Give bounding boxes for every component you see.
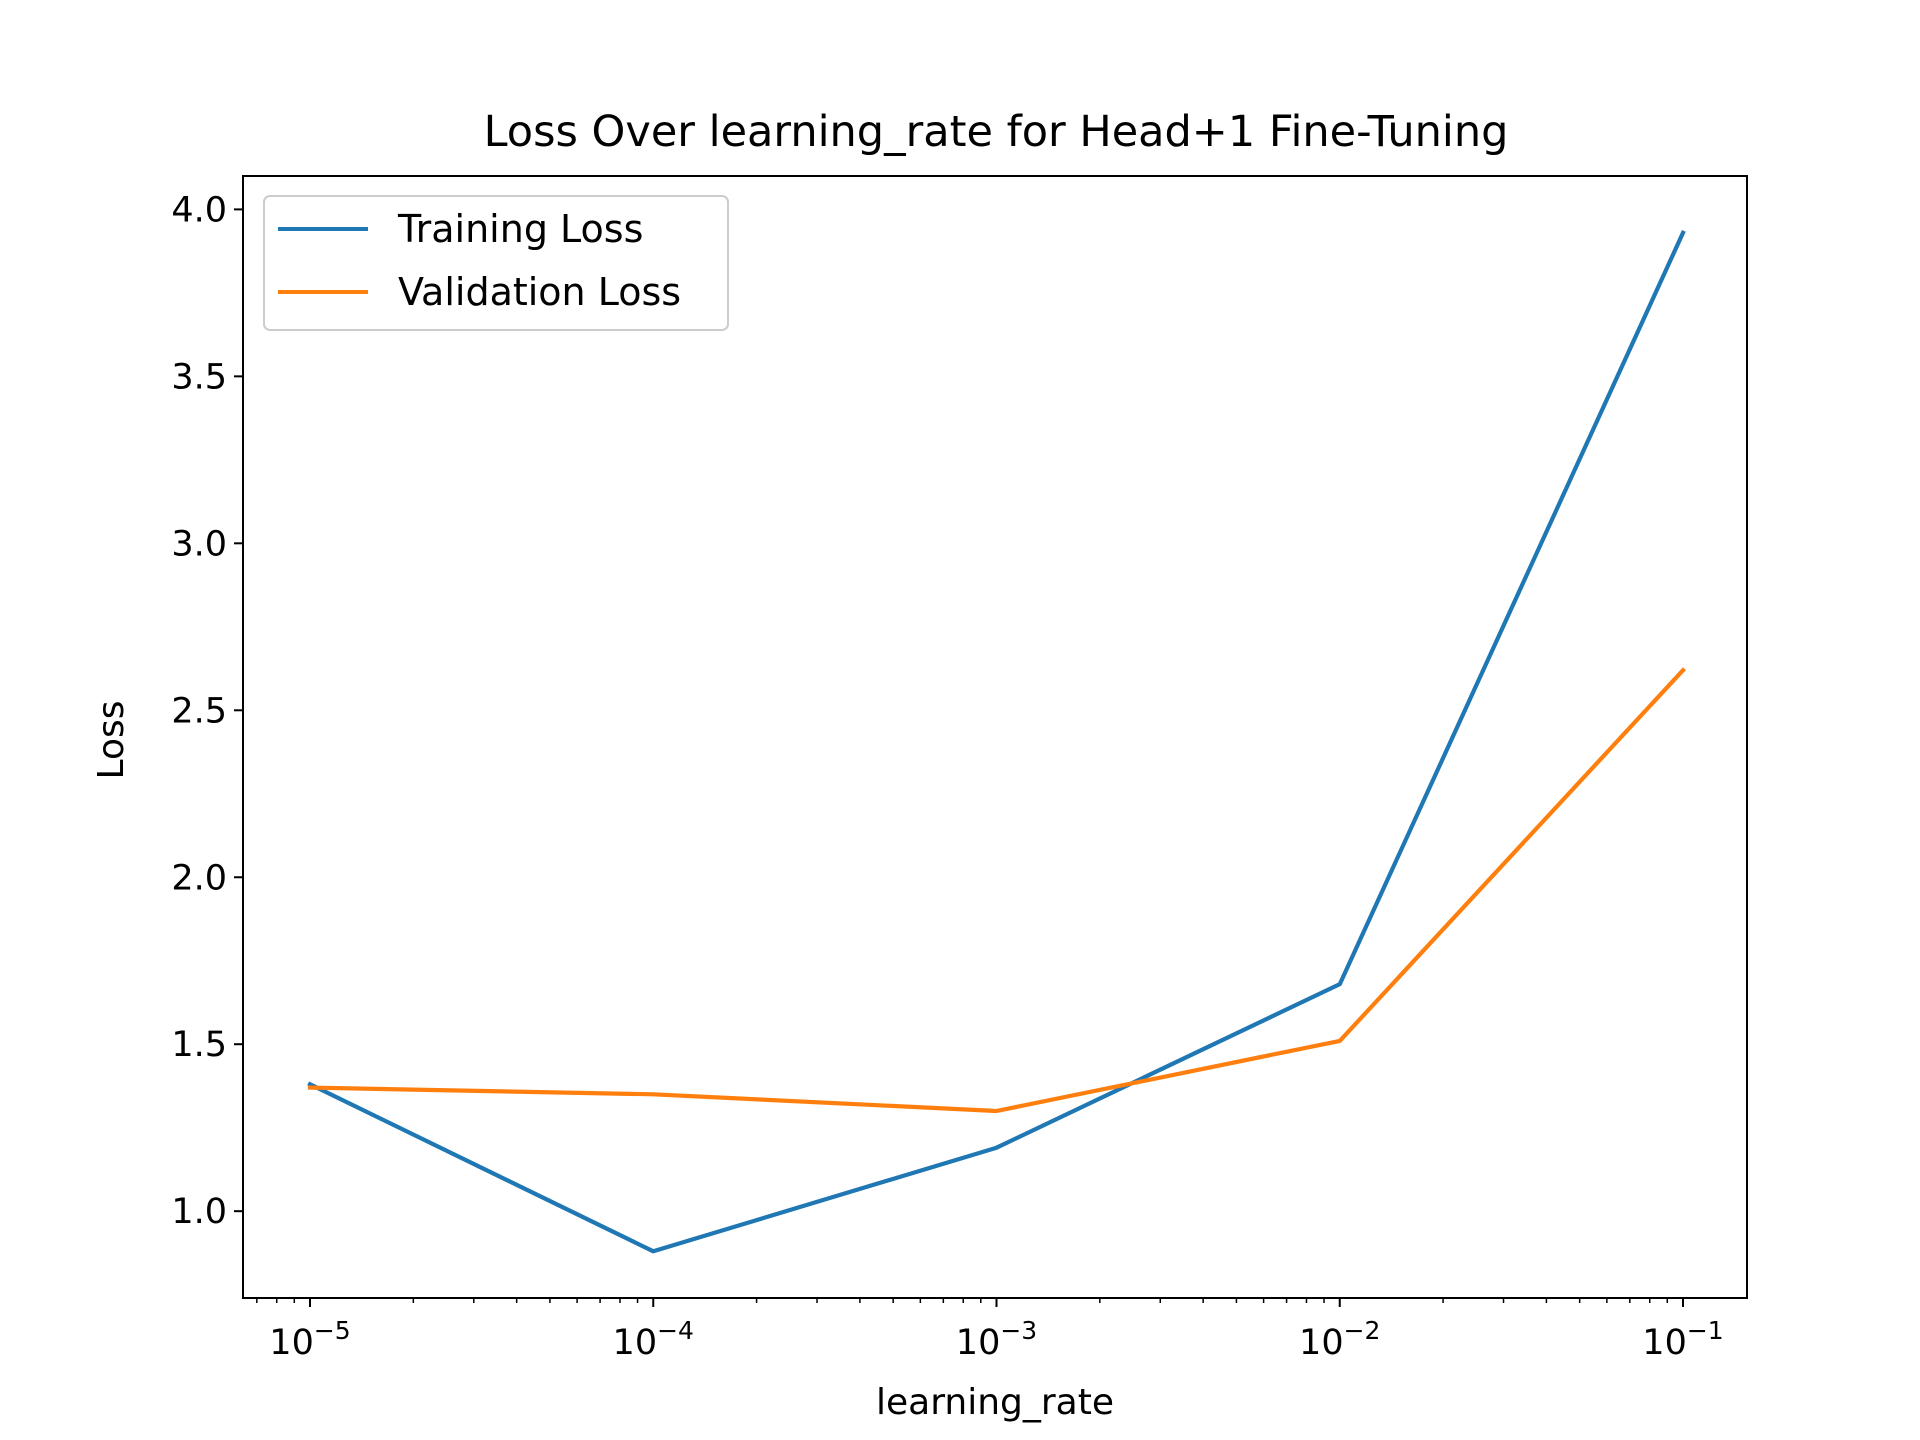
- y-tick-label: 1.5: [171, 1025, 227, 1065]
- x-tick-label: 10−5: [269, 1316, 350, 1363]
- x-tick-label-exponent: −3: [1000, 1316, 1037, 1345]
- x-tick-label: 10−4: [613, 1316, 694, 1363]
- x-tick-label-exponent: −4: [657, 1316, 694, 1345]
- x-axis-title: learning_rate: [876, 1382, 1114, 1423]
- chart-title: Loss Over learning_rate for Head+1 Fine-…: [484, 107, 1509, 157]
- y-tick-label: 3.0: [171, 524, 227, 564]
- x-tick-label: 10−1: [1642, 1316, 1723, 1363]
- x-tick-label-exponent: −1: [1687, 1316, 1724, 1345]
- x-tick-label-base: 10: [613, 1323, 658, 1363]
- legend-label-training-loss: Training Loss: [397, 207, 643, 251]
- x-tick-label: 10−3: [956, 1316, 1037, 1363]
- y-tick-label: 4.0: [171, 190, 227, 230]
- x-tick-label: 10−2: [1299, 1316, 1380, 1363]
- x-tick-label-exponent: −5: [314, 1316, 351, 1345]
- series-line-validation-loss: [307, 667, 1686, 1114]
- legend: Training Loss Validation Loss: [263, 195, 729, 331]
- y-tick-label: 3.5: [171, 357, 227, 397]
- y-tick-label: 2.0: [171, 858, 227, 898]
- legend-label-validation-loss: Validation Loss: [398, 270, 681, 314]
- series-lines: [307, 230, 1686, 1254]
- plot-area: [242, 175, 1748, 1299]
- x-tick-label-base: 10: [1299, 1323, 1344, 1363]
- x-tick-label-exponent: −2: [1344, 1316, 1381, 1345]
- x-tick-label-base: 10: [956, 1323, 1001, 1363]
- x-tick-label-base: 10: [1642, 1323, 1687, 1363]
- y-axis: 1.0 1.5 2.0 2.5 3.0 3.5 4.0: [171, 190, 243, 1232]
- x-tick-label-base: 10: [269, 1323, 314, 1363]
- y-tick-label: 2.5: [171, 691, 227, 731]
- y-axis-title: Loss: [91, 701, 132, 780]
- series-line-training-loss: [307, 230, 1686, 1254]
- x-axis: 10−5 10−4 10−3 10−2 10−1: [256, 1298, 1724, 1363]
- y-tick-label: 1.0: [171, 1192, 227, 1232]
- legend-box: [263, 195, 729, 331]
